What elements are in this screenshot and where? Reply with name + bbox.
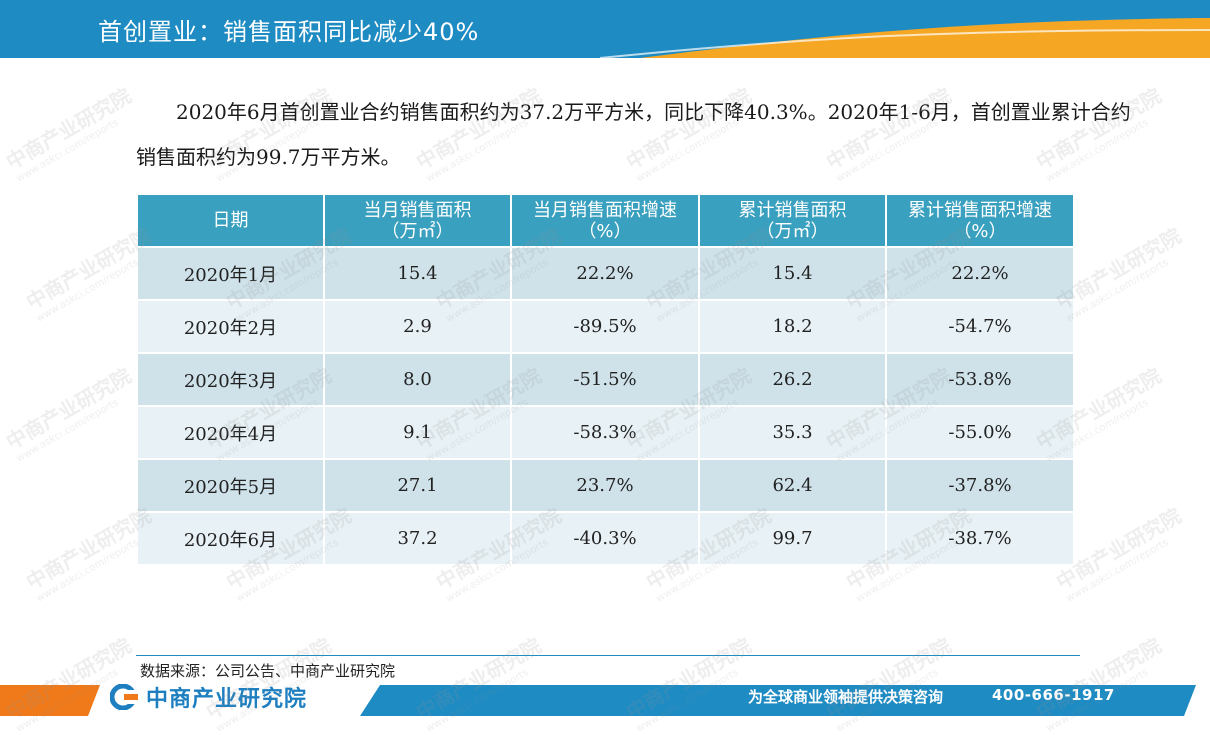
cell-month-area: 2.9 xyxy=(323,299,512,354)
cell-date: 2020年3月 xyxy=(136,352,325,407)
slogan: 为全球商业领袖提供决策咨询 xyxy=(748,688,944,706)
cell-date: 2020年1月 xyxy=(136,246,325,301)
header-month-growth: 当月销售面积增速 （%） xyxy=(510,193,700,248)
logo-text: 中商产业研究院 xyxy=(146,687,308,712)
cell-cumulative-area: 35.3 xyxy=(698,405,887,460)
cell-month-growth: 23.7% xyxy=(510,458,700,513)
logo-icon xyxy=(110,684,139,710)
cell-cumulative-area: 26.2 xyxy=(698,352,887,407)
cell-month-area: 27.1 xyxy=(323,458,512,513)
cell-cumulative-growth: -38.7% xyxy=(885,511,1075,566)
cell-cumulative-growth: -37.8% xyxy=(885,458,1075,513)
source-divider xyxy=(136,655,1080,656)
intro-paragraph: 2020年6月首创置业合约销售面积约为37.2万平方米，同比下降40.3%。20… xyxy=(136,100,1131,169)
table-row: 2020年4月 9.1 -58.3% 35.3 -55.0% xyxy=(136,405,1075,460)
cell-cumulative-growth: -53.8% xyxy=(885,352,1075,407)
phone-number: 400-666-1917 xyxy=(992,686,1115,704)
table-row: 2020年6月 37.2 -40.3% 99.7 -38.7% xyxy=(136,511,1075,566)
cell-cumulative-area: 15.4 xyxy=(698,246,887,301)
cell-cumulative-growth: 22.2% xyxy=(885,246,1075,301)
cell-month-growth: 22.2% xyxy=(510,246,700,301)
table-row: 2020年1月 15.4 22.2% 15.4 22.2% xyxy=(136,246,1075,301)
header: 首创置业：销售面积同比减少40% xyxy=(0,0,1210,58)
cell-month-growth: -58.3% xyxy=(510,405,700,460)
cell-cumulative-area: 99.7 xyxy=(698,511,887,566)
cell-date: 2020年2月 xyxy=(136,299,325,354)
cell-month-area: 9.1 xyxy=(323,405,512,460)
cell-date: 2020年5月 xyxy=(136,458,325,513)
page-title: 首创置业：销售面积同比减少40% xyxy=(98,18,480,46)
header-month-area: 当月销售面积 （万㎡） xyxy=(323,193,512,248)
footer-bar xyxy=(0,685,1196,716)
header-cumulative-growth: 累计销售面积增速 （%） xyxy=(885,193,1075,248)
cell-date: 2020年4月 xyxy=(136,405,325,460)
cell-cumulative-area: 62.4 xyxy=(698,458,887,513)
table-header-row: 日期 当月销售面积 （万㎡） 当月销售面积增速 （%） 累计销售面积 （万㎡） 累计销… xyxy=(136,193,1075,248)
cell-cumulative-growth: -55.0% xyxy=(885,405,1075,460)
sales-table: 日期 当月销售面积 （万㎡） 当月销售面积增速 （%） 累计销售面积 （万㎡） 累计销… xyxy=(136,193,1075,566)
header-date: 日期 xyxy=(136,193,325,248)
cell-month-area: 15.4 xyxy=(323,246,512,301)
cell-month-growth: -51.5% xyxy=(510,352,700,407)
table-row: 2020年3月 8.0 -51.5% 26.2 -53.8% xyxy=(136,352,1075,407)
cell-cumulative-growth: -54.7% xyxy=(885,299,1075,354)
cell-month-area: 8.0 xyxy=(323,352,512,407)
header-cumulative-area: 累计销售面积 （万㎡） xyxy=(698,193,887,248)
cell-month-area: 37.2 xyxy=(323,511,512,566)
cell-date: 2020年6月 xyxy=(136,511,325,566)
cell-month-growth: -40.3% xyxy=(510,511,700,566)
table-row: 2020年2月 2.9 -89.5% 18.2 -54.7% xyxy=(136,299,1075,354)
company-logo: 中商产业研究院 xyxy=(110,682,307,712)
data-source: 数据来源：公司公告、中商产业研究院 xyxy=(140,662,396,680)
cell-cumulative-area: 18.2 xyxy=(698,299,887,354)
header-background xyxy=(0,0,1210,58)
table-row: 2020年5月 27.1 23.7% 62.4 -37.8% xyxy=(136,458,1075,513)
cell-month-growth: -89.5% xyxy=(510,299,700,354)
